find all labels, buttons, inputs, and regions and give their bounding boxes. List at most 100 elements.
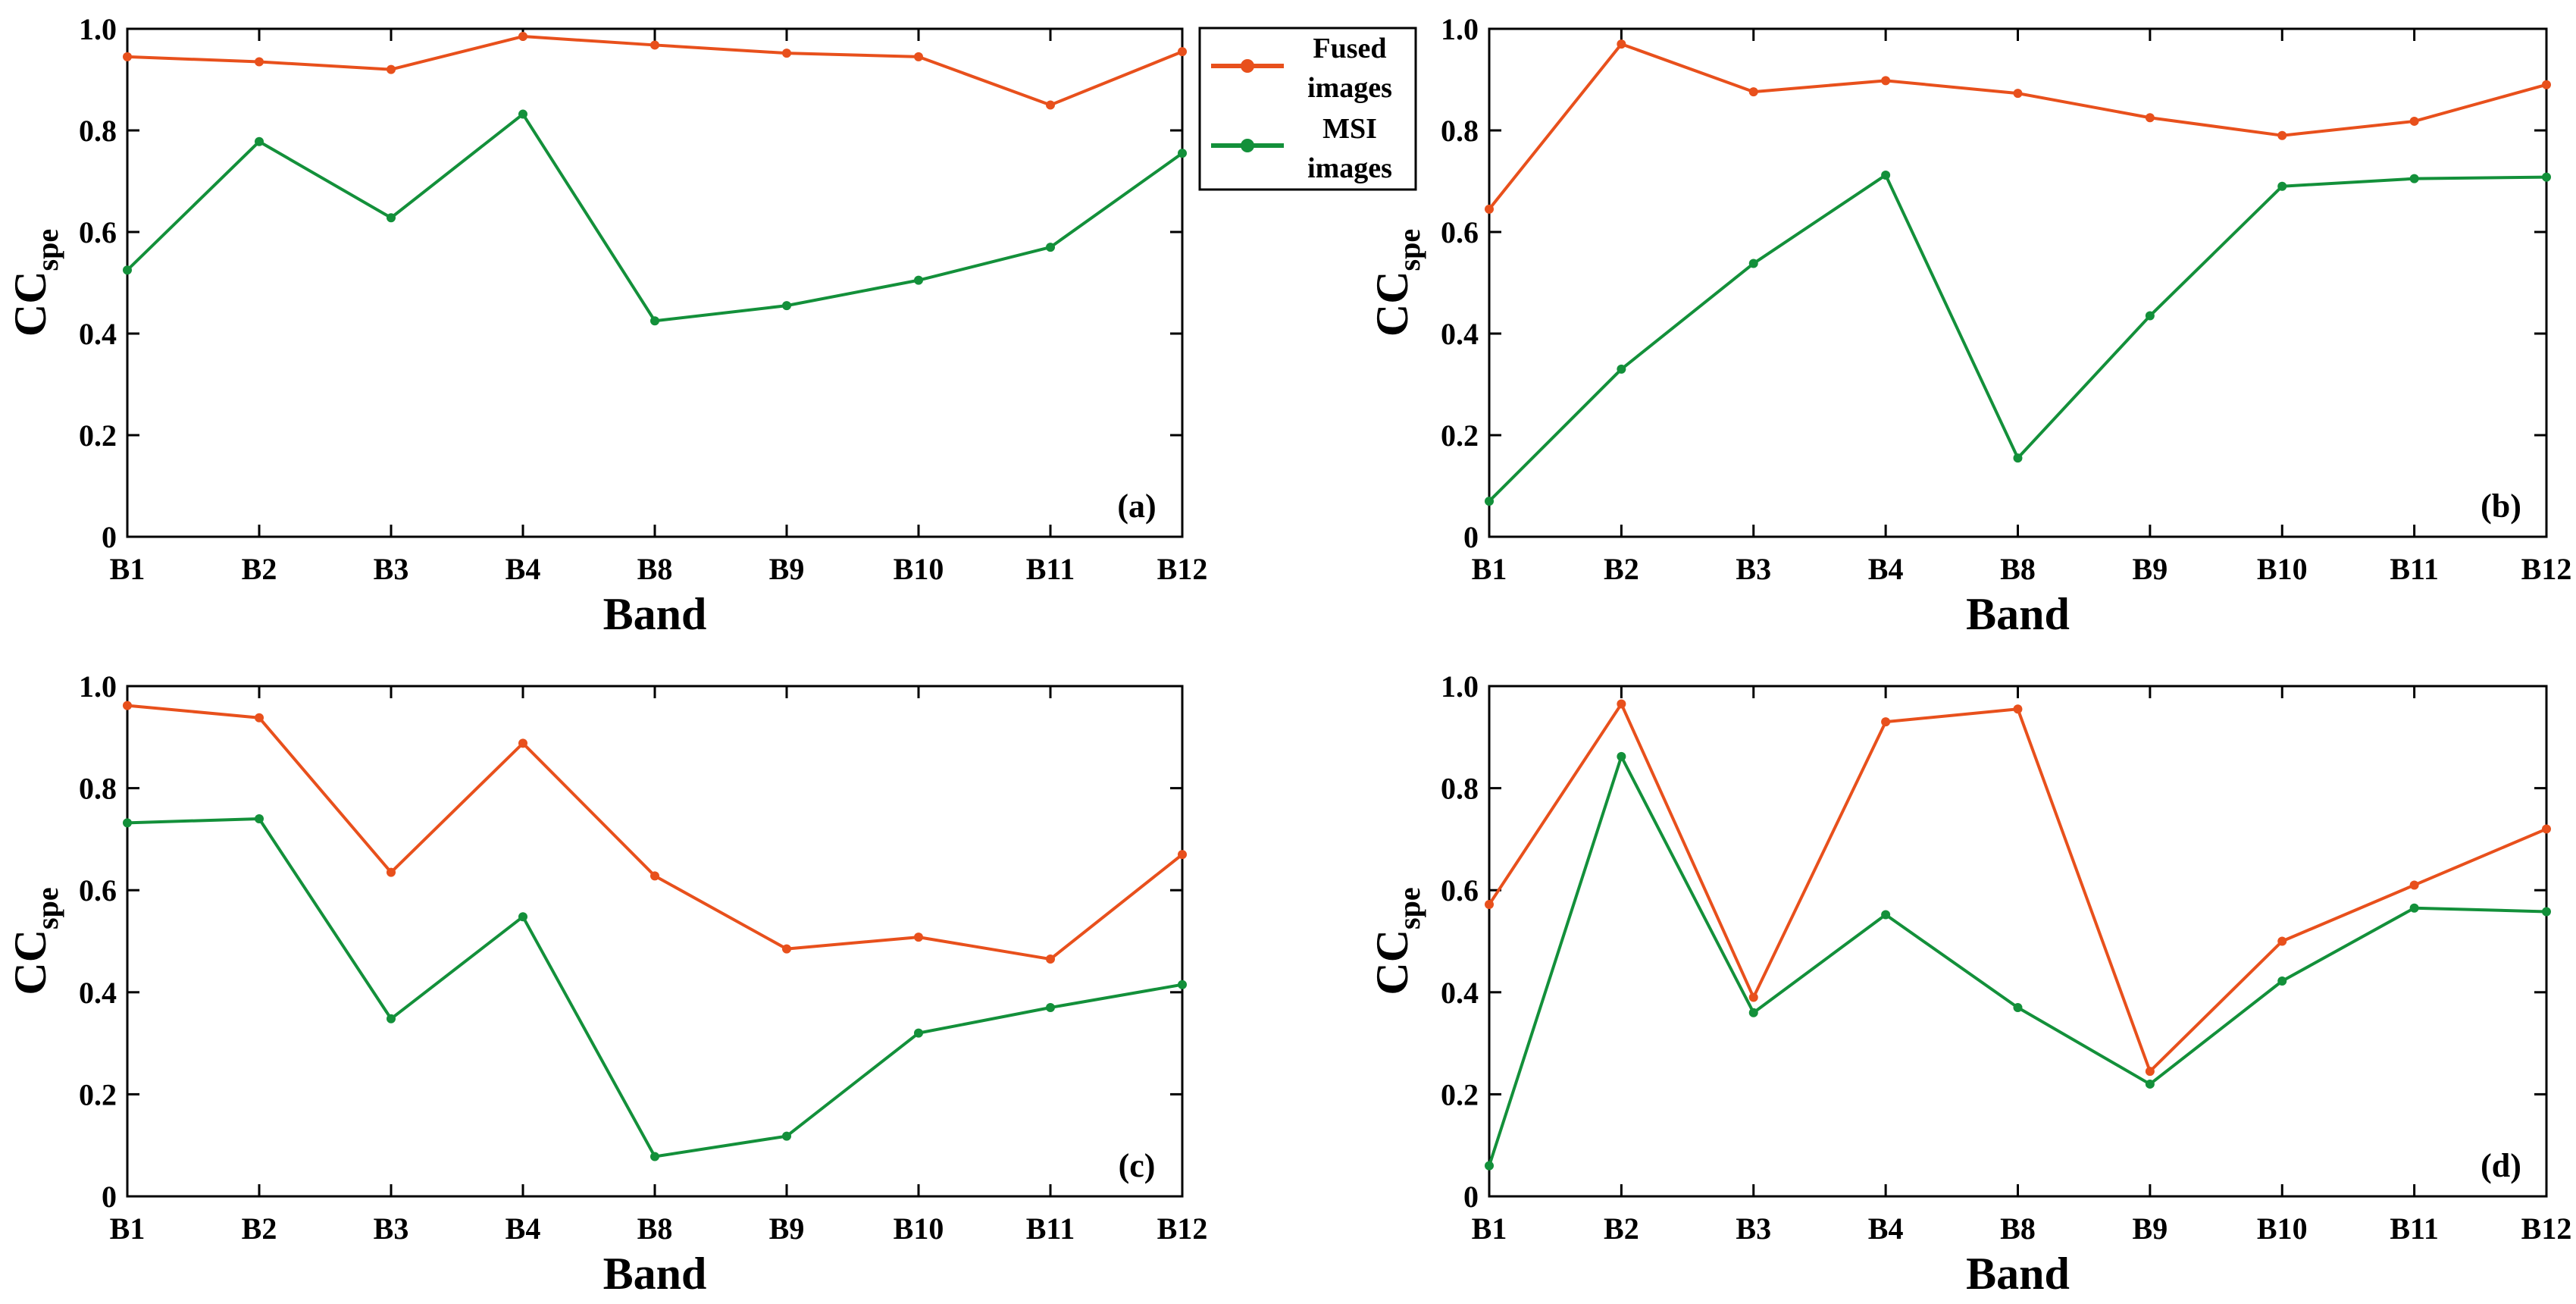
- panel-b-y-tick-label: 0.2: [1441, 418, 1479, 453]
- panel-b-x-tick-label: B4: [1868, 552, 1904, 586]
- panel-b-series-msi-point: [2277, 181, 2287, 191]
- panel-b-series-msi-point: [1881, 170, 1891, 180]
- panel-c-series-fused-point: [255, 713, 264, 723]
- panel-a-series-fused-point: [1178, 47, 1187, 57]
- panel-d-series-msi-point: [1617, 751, 1626, 761]
- panel-c-series-msi-point: [914, 1028, 923, 1038]
- panel-d-x-tick-label: B8: [2000, 1212, 2036, 1246]
- panel-d-series-msi-point: [1881, 910, 1891, 920]
- panel-b-series-fused-point: [1748, 87, 1758, 97]
- panel-c-series-msi-point: [518, 912, 527, 922]
- panel-a-y-axis-title-sub: spe: [30, 229, 64, 271]
- panel-b-series-msi-point: [1485, 497, 1494, 506]
- panel-c-x-tick-label: B12: [1157, 1212, 1208, 1246]
- panel-d-series-fused-point: [2013, 704, 2023, 714]
- panel-b-y-tick-label: 0.8: [1441, 114, 1479, 148]
- panel-a-x-tick-label: B1: [110, 552, 146, 586]
- panel-b-y-tick-label: 0.6: [1441, 215, 1479, 249]
- panel-c-x-tick-label: B4: [505, 1212, 541, 1246]
- panel-d-series-fused-point: [2409, 880, 2419, 890]
- panel-c-series-fused-point: [914, 933, 923, 942]
- legend: Fused images MSI images: [1198, 27, 1417, 191]
- panel-a-series-msi-line: [126, 112, 1184, 323]
- panel-b-series-msi-point: [2145, 311, 2155, 321]
- panel-a-y-tick-label: 0: [102, 520, 117, 554]
- panel-d-x-tick-label: B4: [1868, 1212, 1904, 1246]
- panel-a-y-axis-title: CCspe: [5, 229, 64, 337]
- panel-d-y-tick-label: 0: [1463, 1180, 1479, 1214]
- panel-d-x-tick-label: B1: [1472, 1212, 1507, 1246]
- legend-box: [1198, 27, 1417, 191]
- panel-a-series-fused-point: [650, 40, 659, 50]
- panel-c-series-msi-point: [387, 1014, 396, 1023]
- panel-b-x-tick-label: B9: [2133, 552, 2168, 586]
- panel-d-y-tick-label: 0.2: [1441, 1077, 1479, 1111]
- legend-fused-marker: [1241, 59, 1254, 73]
- panel-c-series-fused-line: [127, 704, 1184, 961]
- panel-a-x-tick-label: B9: [769, 552, 805, 586]
- panel-c-series-fused-point: [123, 701, 132, 710]
- panel-d-x-tick-label: B3: [1736, 1212, 1771, 1246]
- panel-a-series-msi-point: [1178, 149, 1187, 158]
- panel-c-series-msi-point: [782, 1131, 791, 1141]
- panel-a-x-tick-label: B3: [374, 552, 409, 586]
- panel-a-series-fused-point: [518, 32, 527, 42]
- panel-a-series-msi-point: [123, 265, 132, 275]
- panel-d-series-fused-point: [1617, 699, 1626, 709]
- panel-d-series-fused-point: [1485, 900, 1494, 910]
- panel-a-y-tick-label: 0.8: [79, 114, 117, 148]
- panel-a-y-tick-label: 0.2: [79, 418, 117, 453]
- panel-d-series-msi-point: [2542, 907, 2551, 917]
- panel-c-series-fused-point: [782, 944, 791, 954]
- panel-b-x-tick-label: B8: [2000, 552, 2036, 586]
- panel-a-y-tick-label: 1.0: [79, 12, 117, 46]
- panel-a-x-tick-label: B2: [242, 552, 277, 586]
- panel-b-series-fused-line: [1488, 42, 2547, 211]
- panel-d-series-fused-point: [2145, 1067, 2155, 1077]
- panel-c-x-tick-label: B3: [374, 1212, 409, 1246]
- panel-a-series-msi-point: [1046, 243, 1055, 252]
- panel-a-series-msi-point: [650, 316, 659, 326]
- panel-a-x-tick-label: B11: [1026, 552, 1075, 586]
- panel-c-y-tick-label: 0.4: [79, 976, 117, 1010]
- panel-b-series-msi-point: [2542, 172, 2551, 182]
- panel-d-series-msi-point: [2013, 1002, 2023, 1012]
- panel-a-x-tick-label: B10: [894, 552, 944, 586]
- panel-b-y-tick-label: 0: [1463, 520, 1479, 554]
- panel-d-y-axis-title: CCspe: [1367, 887, 1426, 995]
- panel-d-x-axis-title: Band: [1966, 1249, 2070, 1299]
- panel-d-series-msi-point: [2409, 903, 2419, 913]
- panel-c-y-axis-title-main: CC: [5, 929, 55, 995]
- panel-a-y-tick-label: 0.6: [79, 215, 117, 249]
- panel-a-series-msi-point: [255, 136, 264, 146]
- panel-a: 0 0.2 0.4 0.6 0.8 1.0 B1 B2 B3 B4 B8 B9 B10 B11 B12 Ban…: [5, 12, 1207, 639]
- panel-c-x-tick-label: B11: [1026, 1212, 1075, 1246]
- panel-d-y-tick-label: 1.0: [1441, 669, 1479, 704]
- panel-a-series-fused-point: [914, 52, 923, 61]
- panel-d-series-msi-point: [2277, 976, 2287, 986]
- panel-d-label: (d): [2481, 1147, 2521, 1184]
- panel-b-x-axis-title: Band: [1966, 589, 2070, 639]
- panel-b-y-tick-label: 0.4: [1441, 317, 1479, 351]
- panel-c-x-tick-label: B1: [110, 1212, 146, 1246]
- panel-c-series-msi-point: [650, 1152, 659, 1161]
- panel-b-x-tick-label: B11: [2390, 552, 2438, 586]
- panel-c-axes-frame: [126, 685, 1184, 1198]
- panel-d-x-tick-label: B10: [2257, 1212, 2308, 1246]
- legend-msi-label-line1: MSI: [1322, 113, 1377, 145]
- panel-a-x-axis-title: Band: [603, 589, 707, 639]
- panel-d-x-tick-label: B2: [1604, 1212, 1639, 1246]
- panel-a-x-tick-label: B12: [1157, 552, 1208, 586]
- panel-a-y-tick-label: 0.4: [79, 317, 117, 351]
- panel-d: 0 0.2 0.4 0.6 0.8 1.0 B1 B2 B3 B4 B8 B9 B10 B11 B12 Ban…: [1367, 669, 2571, 1299]
- legend-fused-label-line1: Fused: [1313, 33, 1386, 64]
- panel-d-y-tick-label: 0.4: [1441, 976, 1479, 1010]
- panel-d-series-fused-point: [2277, 936, 2287, 946]
- panel-a-x-tick-label: B4: [505, 552, 541, 586]
- panel-a-series-fused-point: [1046, 100, 1055, 110]
- panel-d-series-fused-point: [2542, 824, 2551, 834]
- panel-b-y-axis-title-main: CC: [1367, 271, 1417, 337]
- panel-c-y-tick-label: 1.0: [79, 669, 117, 704]
- panel-b-series-fused-point: [2013, 89, 2023, 99]
